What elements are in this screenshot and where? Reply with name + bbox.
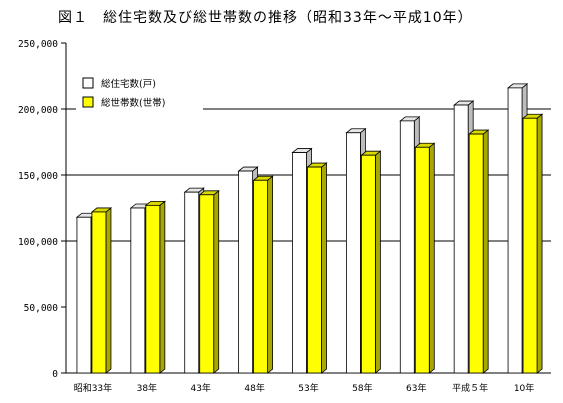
bar-front <box>522 117 538 374</box>
y-tick-label: 200,000 <box>18 105 58 116</box>
x-category-label: 58年 <box>352 382 372 394</box>
legend-swatch-households <box>82 96 94 108</box>
bar-side <box>159 200 166 374</box>
y-tick-label: 0 <box>52 369 58 380</box>
x-category-labels: 昭和33年 38年 43年 48年 53年 58年 63年 平成５年 10年 <box>74 382 535 394</box>
x-category-label: 昭和33年 <box>74 382 112 394</box>
y-tick-label: 50,000 <box>24 303 59 314</box>
bar-side <box>321 162 327 374</box>
x-category-label: 10年 <box>514 382 534 394</box>
bar-front <box>253 179 269 374</box>
x-category-label: 38年 <box>137 382 157 394</box>
y-tick-labels: 0 50,000 100,000 150,000 200,000 250,000 <box>18 39 66 380</box>
bar-side <box>482 129 489 374</box>
bar-front <box>292 152 307 374</box>
bar-front <box>199 194 215 374</box>
y-tick-label: 250,000 <box>18 39 58 50</box>
bar-front <box>468 133 484 374</box>
bar-side <box>267 175 274 374</box>
x-category-label: 63年 <box>406 382 426 394</box>
legend: 総住宅数(戸) 総世帯数(世帯) <box>76 68 203 114</box>
bar-front <box>345 132 361 374</box>
bar-households <box>252 175 274 374</box>
bar-front <box>399 120 415 374</box>
x-category-label: 平成５年 <box>452 382 488 394</box>
legend-swatch-housing <box>82 77 94 89</box>
bar-side <box>213 189 220 374</box>
bar-households <box>521 113 544 374</box>
bar-side <box>428 142 435 374</box>
bars <box>75 83 544 374</box>
bar-front <box>238 170 254 374</box>
bar-front <box>184 191 200 374</box>
bar-side <box>105 207 112 374</box>
legend-label-housing: 総住宅数(戸) <box>101 78 156 90</box>
bar-front <box>307 166 322 374</box>
chart-title: 図１ 総住宅数及び総世帯数の推移（昭和33年～平成10年） <box>58 10 473 26</box>
bar-households <box>90 207 113 374</box>
bar-front <box>360 154 376 374</box>
x-category-label: 53年 <box>298 382 318 394</box>
bar-front <box>453 104 469 374</box>
bar-households <box>306 162 328 374</box>
bar-side <box>374 150 381 374</box>
y-tick-label: 100,000 <box>18 237 58 248</box>
bar-households <box>468 129 490 374</box>
bar-front <box>130 207 146 374</box>
x-category-label: 48年 <box>244 382 264 394</box>
bar-side <box>536 113 543 374</box>
bar-front <box>507 87 523 374</box>
bar-front <box>91 211 107 374</box>
bar-households <box>198 189 220 374</box>
bar-households <box>414 142 436 374</box>
legend-label-households: 総世帯数(世帯) <box>101 97 165 109</box>
bar-households <box>360 150 382 374</box>
x-category-label: 43年 <box>190 382 210 394</box>
bar-front <box>76 216 92 374</box>
bar-front <box>145 204 161 374</box>
legend-box <box>76 68 203 114</box>
bar-households <box>144 200 166 374</box>
bar-front <box>414 146 430 374</box>
y-tick-label: 150,000 <box>18 171 58 182</box>
